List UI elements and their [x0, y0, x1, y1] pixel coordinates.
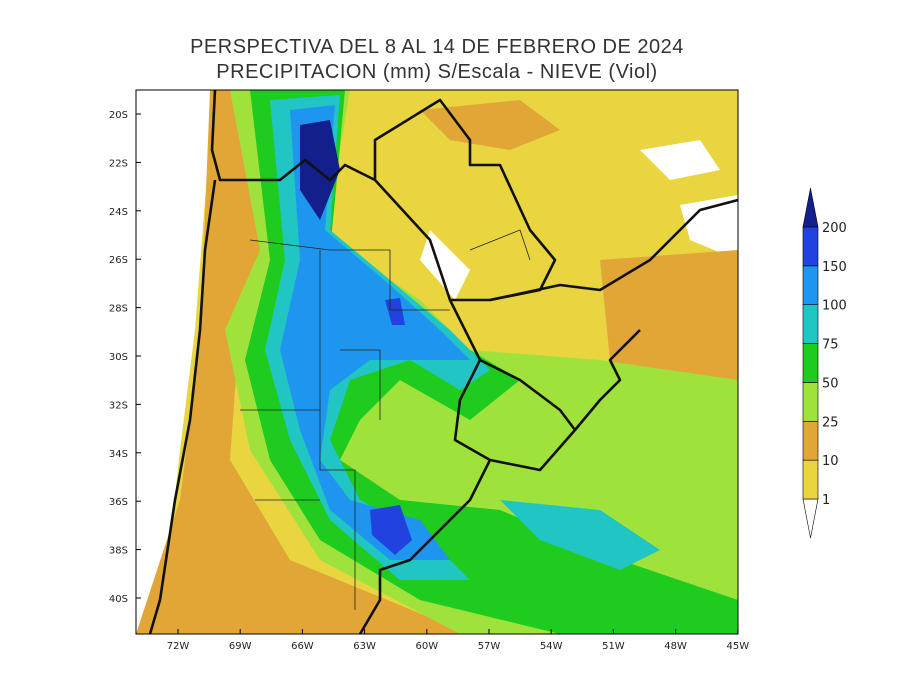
lon-label: 45W: [726, 641, 749, 652]
lat-label: 26S: [109, 255, 128, 266]
legend-label: 50: [822, 376, 839, 391]
lat-label: 34S: [109, 449, 128, 460]
legend-over: [802, 187, 819, 228]
lat-label: 36S: [109, 497, 128, 508]
legend-bin: [802, 226, 819, 267]
legend-bin: [802, 420, 819, 461]
lon-label: 48W: [664, 641, 687, 652]
legend-under: [802, 498, 819, 539]
legend-bin: [802, 304, 819, 344]
legend-label: 75: [822, 338, 839, 353]
lat-label: 30S: [109, 352, 128, 363]
lat-label: 28S: [109, 304, 128, 315]
lon-label: 66W: [291, 641, 314, 652]
lon-label: 72W: [167, 641, 190, 652]
map-frame: [135, 89, 739, 635]
legend-bin: [802, 265, 819, 306]
legend-label: 10: [822, 454, 839, 469]
lat-label: 38S: [109, 546, 128, 557]
lon-label: 69W: [229, 641, 252, 652]
precipitation-map: [136, 90, 738, 634]
legend-bin: [802, 343, 819, 383]
lon-label: 54W: [540, 641, 563, 652]
legend-bin: [802, 459, 819, 500]
lat-label: 40S: [109, 594, 128, 605]
legend-label: 1: [822, 493, 830, 508]
lon-label: 63W: [353, 641, 376, 652]
lat-label: 32S: [109, 400, 128, 411]
legend-label: 100: [822, 299, 847, 314]
legend-label: 25: [822, 415, 839, 430]
title-line: PRECIPITACION (mm) S/Escala - NIEVE (Vio…: [216, 61, 657, 83]
legend-bin: [802, 382, 819, 422]
legend-label: 200: [822, 221, 847, 236]
lat-label: 24S: [109, 207, 128, 218]
title-line: PERSPECTIVA DEL 8 AL 14 DE FEBRERO DE 20…: [190, 36, 684, 58]
lat-label: 20S: [109, 110, 128, 121]
lat-label: 22S: [109, 158, 128, 169]
lon-label: 60W: [415, 641, 438, 652]
legend-label: 150: [822, 260, 847, 275]
lon-label: 51W: [602, 641, 625, 652]
lon-label: 57W: [478, 641, 501, 652]
